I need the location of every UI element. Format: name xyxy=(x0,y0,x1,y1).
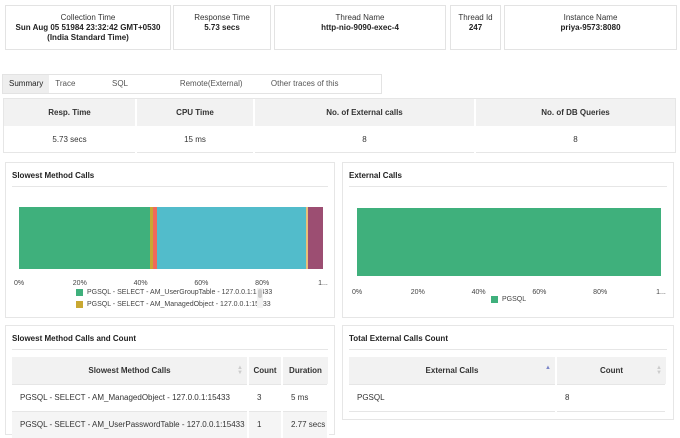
tab-remote-calls[interactable]: Remote(External) Calls xyxy=(179,79,243,106)
value-external-calls: 8 xyxy=(255,126,476,153)
method-calls-table: Slowest Method Calls ▲ ▼ Count Duration PG… xyxy=(12,357,329,438)
x-axis: 0% 20% 40% 60% 80% 1... xyxy=(14,280,328,290)
bar-segment[interactable] xyxy=(357,208,661,276)
cell-count: 8 xyxy=(556,383,667,411)
legend-label: PGSQL - SELECT - AM_UserGroupTable - 127… xyxy=(87,289,273,296)
column-header-external-calls[interactable]: External Calls ▲ xyxy=(349,357,557,384)
column-header-count[interactable]: Count xyxy=(248,357,283,384)
sort-asc-icon: ▲ xyxy=(545,365,551,371)
header-resp-time: Resp. Time xyxy=(4,99,137,126)
header-cpu-time: CPU Time xyxy=(137,99,255,126)
sort-icon: ▲ ▼ xyxy=(656,365,662,376)
panel-title: Slowest Method Calls and Count xyxy=(12,334,137,343)
method-calls-count-panel: Slowest Method Calls and Count Slowest M… xyxy=(5,325,335,438)
cell-count: 3 xyxy=(248,383,283,411)
value-resp-time: 5.73 secs xyxy=(4,126,137,153)
external-calls-table: External Calls ▲ Count ▲ ▼ PGSQL 8 xyxy=(349,357,667,412)
bar-segment[interactable] xyxy=(307,207,323,269)
stacked-bar xyxy=(357,208,661,276)
instance-name-value: priya-9573:8080 xyxy=(560,23,621,32)
legend-item[interactable]: PGSQL - SELECT - AM_ManagedObject - 127.… xyxy=(76,301,271,308)
x-tick-label: 0% xyxy=(351,289,363,296)
column-header-method[interactable]: Slowest Method Calls ▲ ▼ xyxy=(12,357,249,384)
tab-other-traces[interactable]: Other traces of this transaction xyxy=(270,79,339,106)
panel-title: Slowest Method Calls xyxy=(12,171,95,180)
thread-id-label: Thread Id xyxy=(458,13,493,22)
x-tick-label: 1... xyxy=(318,280,328,287)
legend-label: PGSQL - SELECT - AM_ManagedObject - 127.… xyxy=(87,301,271,308)
cell-duration: 2.77 secs xyxy=(282,410,329,438)
cell-method: PGSQL - SELECT - AM_ManagedObject - 127.… xyxy=(12,383,249,411)
summary-table: Resp. Time CPU Time No. of External call… xyxy=(3,98,676,153)
response-time-label: Response Time xyxy=(194,13,250,22)
column-header-count[interactable]: Count ▲ ▼ xyxy=(556,357,666,384)
tab-sql-statements[interactable]: SQL Statements xyxy=(112,79,152,106)
collection-time-label: Collection Time xyxy=(60,13,116,22)
legend-item[interactable]: PGSQL xyxy=(491,296,526,303)
bar-segment[interactable] xyxy=(19,207,150,269)
header-db-queries: No. of DB Queries xyxy=(541,108,610,117)
tab-summary[interactable]: Summary xyxy=(3,75,50,93)
panel-title: External Calls xyxy=(349,171,402,180)
table-row: PGSQL - SELECT - AM_ManagedObject - 127.… xyxy=(12,383,329,411)
x-tick-label: 20% xyxy=(410,289,425,296)
stacked-bar xyxy=(19,207,323,269)
instance-name-card: Instance Name priya-9573:8080 xyxy=(504,5,677,50)
tab-bar: Summary Trace Details SQL Statements Rem… xyxy=(2,74,382,106)
table-row: PGSQL 8 xyxy=(349,383,667,411)
panel-title: Total External Calls Count xyxy=(349,334,448,343)
x-tick-label: 40% xyxy=(133,280,148,287)
table-row: PGSQL - SELECT - AM_UserPasswordTable - … xyxy=(12,410,329,438)
legend-scrollbar[interactable] xyxy=(257,288,263,308)
legend-label: PGSQL xyxy=(502,296,527,303)
thread-id-card: Thread Id 247 xyxy=(450,5,501,50)
thread-id-value: 247 xyxy=(468,23,483,32)
cell-count: 1 xyxy=(248,410,283,438)
collection-time-value: Sun Aug 05 51984 23:32:42 GMT+0530 xyxy=(15,23,161,32)
instance-name-label: Instance Name xyxy=(563,13,618,22)
bar-segment[interactable] xyxy=(152,207,158,269)
cell-method: PGSQL - SELECT - AM_UserPasswordTable - … xyxy=(12,410,249,438)
thread-name-value: http-nio-9090-exec-4 xyxy=(321,23,399,32)
bar-segment[interactable] xyxy=(306,207,308,269)
x-axis: 0% 20% 40% 60% 80% 1... xyxy=(352,289,666,299)
x-tick-label: 60% xyxy=(194,280,209,287)
slowest-method-calls-panel: Slowest Method Calls 0% 20% 40% 60% 80% 1... … xyxy=(5,162,335,318)
response-time-card: Response Time 5.73 secs xyxy=(173,5,271,50)
x-tick-label: 80% xyxy=(255,280,270,287)
bar-segment[interactable] xyxy=(149,207,153,269)
value-cpu-time: 15 ms xyxy=(137,126,255,153)
header-external-calls: No. of External calls xyxy=(255,99,476,126)
tab-trace-details[interactable]: Trace Details xyxy=(55,79,79,106)
external-calls-count-panel: Total External Calls Count External Call… xyxy=(342,325,674,420)
collection-time-zone: (India Standard Time) xyxy=(47,33,129,42)
x-tick-label: 60% xyxy=(532,289,547,296)
collection-time-card: Collection Time Sun Aug 05 51984 23:32:4… xyxy=(5,5,171,50)
bar-segment[interactable] xyxy=(157,207,307,269)
column-header-duration[interactable]: Duration xyxy=(282,357,328,384)
cell-external-call: PGSQL xyxy=(349,383,557,411)
external-calls-panel: External Calls 0% 20% 40% 60% 80% 1... PGSQL xyxy=(342,162,674,318)
x-tick-label: 40% xyxy=(471,289,486,296)
x-tick-label: 0% xyxy=(13,280,25,287)
cell-duration: 5 ms xyxy=(282,383,329,411)
thread-name-card: Thread Name http-nio-9090-exec-4 xyxy=(274,5,446,50)
value-db-queries: 8 xyxy=(573,135,578,144)
sort-icon: ▲ ▼ xyxy=(237,365,243,376)
x-tick-label: 20% xyxy=(72,280,87,287)
x-tick-label: 1... xyxy=(656,289,666,296)
response-time-value: 5.73 secs xyxy=(204,23,240,32)
thread-name-label: Thread Name xyxy=(335,13,385,22)
legend-item[interactable]: PGSQL - SELECT - AM_UserGroupTable - 127… xyxy=(76,289,272,296)
x-tick-label: 80% xyxy=(593,289,608,296)
